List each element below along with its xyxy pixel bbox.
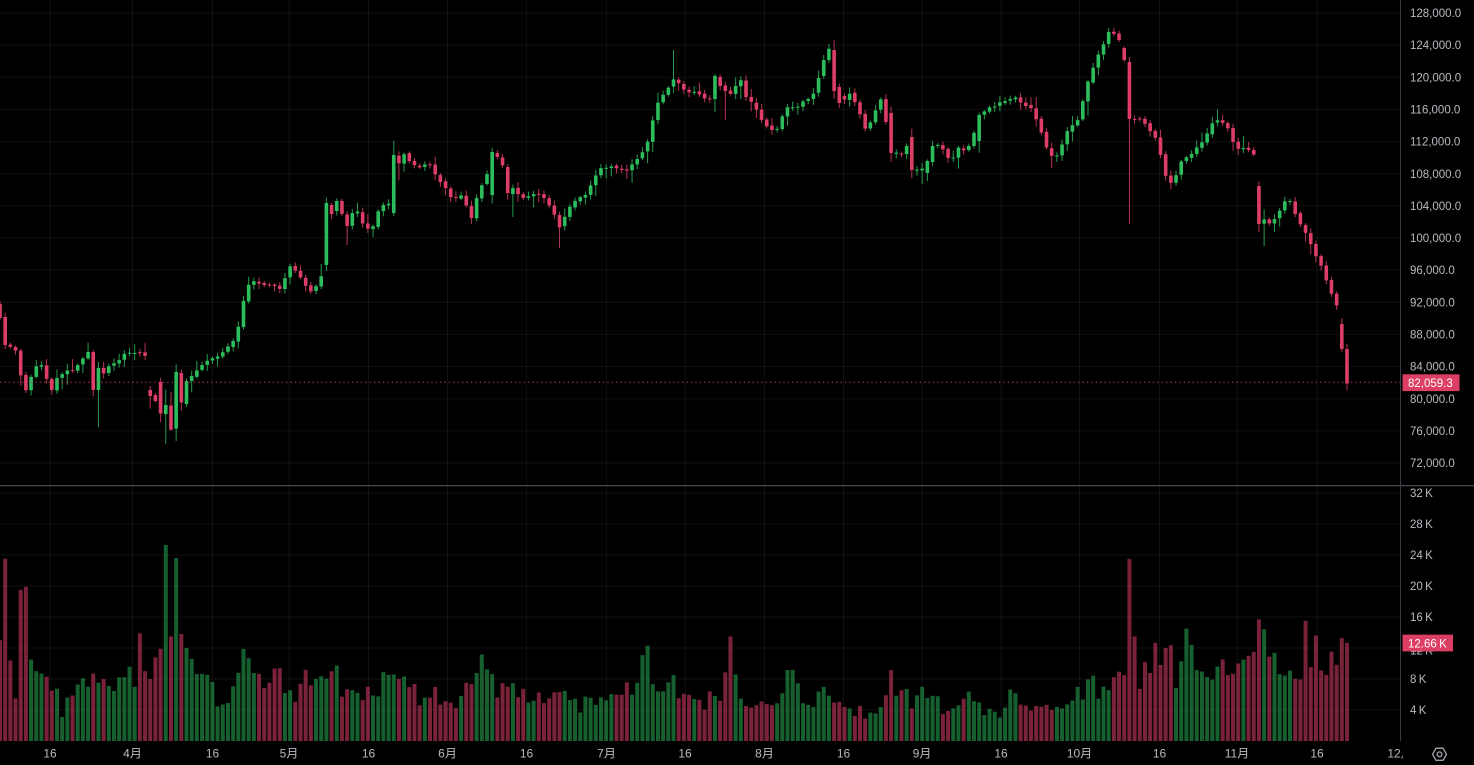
svg-text:84,000.0: 84,000.0: [1410, 362, 1455, 374]
svg-text:4 K: 4 K: [1410, 705, 1427, 717]
svg-text:16: 16: [994, 747, 1008, 761]
svg-text:4月: 4月: [123, 747, 142, 761]
svg-text:100,000.0: 100,000.0: [1410, 233, 1461, 245]
svg-text:92,000.0: 92,000.0: [1410, 297, 1455, 309]
svg-text:28 K: 28 K: [1410, 519, 1433, 531]
svg-text:96,000.0: 96,000.0: [1410, 265, 1455, 277]
svg-text:88,000.0: 88,000.0: [1410, 330, 1455, 342]
svg-text:128,000.0: 128,000.0: [1410, 8, 1461, 20]
svg-text:112,000.0: 112,000.0: [1410, 137, 1460, 149]
svg-text:116,000.0: 116,000.0: [1410, 105, 1460, 117]
svg-text:82,059.3: 82,059.3: [1408, 378, 1453, 390]
svg-text:8月: 8月: [755, 747, 774, 761]
svg-text:72,000.0: 72,000.0: [1410, 458, 1455, 470]
svg-text:108,000.0: 108,000.0: [1410, 169, 1461, 181]
svg-text:16: 16: [1153, 747, 1167, 761]
svg-text:120,000.0: 120,000.0: [1410, 72, 1461, 84]
svg-text:16: 16: [1310, 747, 1324, 761]
svg-text:6月: 6月: [438, 747, 457, 761]
svg-text:16: 16: [362, 747, 376, 761]
svg-text:76,000.0: 76,000.0: [1410, 426, 1455, 438]
svg-text:24 K: 24 K: [1410, 550, 1433, 562]
svg-text:7月: 7月: [597, 747, 616, 761]
svg-text:16: 16: [43, 747, 57, 761]
svg-text:104,000.0: 104,000.0: [1410, 201, 1461, 213]
svg-text:12月: 12月: [1387, 747, 1412, 761]
svg-text:10月: 10月: [1067, 747, 1092, 761]
svg-text:16: 16: [520, 747, 534, 761]
svg-text:9月: 9月: [913, 747, 932, 761]
svg-text:16 K: 16 K: [1410, 612, 1433, 624]
svg-text:5月: 5月: [280, 747, 299, 761]
svg-text:8 K: 8 K: [1410, 674, 1427, 686]
svg-text:32 K: 32 K: [1410, 488, 1433, 500]
svg-text:20 K: 20 K: [1410, 581, 1433, 593]
svg-text:12.66 K: 12.66 K: [1408, 638, 1447, 650]
svg-text:124,000.0: 124,000.0: [1410, 40, 1461, 52]
svg-text:11月: 11月: [1225, 747, 1249, 761]
svg-text:16: 16: [837, 747, 851, 761]
svg-text:80,000.0: 80,000.0: [1410, 394, 1455, 406]
svg-text:16: 16: [678, 747, 692, 761]
svg-text:16: 16: [206, 747, 220, 761]
